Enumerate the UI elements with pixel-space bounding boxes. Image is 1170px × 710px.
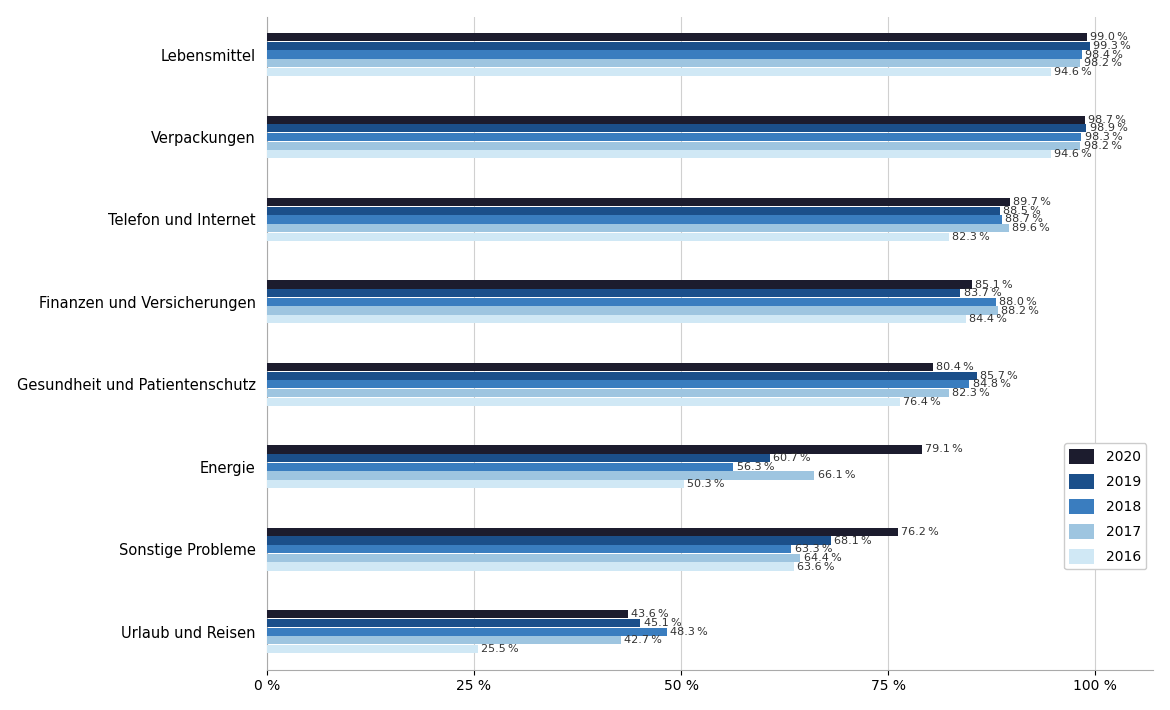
- Text: 89.6 %: 89.6 %: [1012, 223, 1051, 233]
- Bar: [267, 124, 1086, 133]
- Bar: [267, 297, 996, 306]
- Text: 98.4 %: 98.4 %: [1086, 50, 1123, 60]
- Bar: [267, 371, 977, 380]
- Legend: 2020, 2019, 2018, 2017, 2016: 2020, 2019, 2018, 2017, 2016: [1064, 443, 1147, 569]
- Text: 82.3 %: 82.3 %: [952, 231, 990, 242]
- Bar: [267, 198, 1010, 207]
- Text: 79.1 %: 79.1 %: [925, 444, 963, 454]
- Text: 98.2 %: 98.2 %: [1083, 58, 1122, 68]
- Bar: [267, 307, 998, 315]
- Text: 76.2 %: 76.2 %: [901, 527, 940, 537]
- Bar: [267, 628, 667, 636]
- Bar: [267, 42, 1089, 50]
- Bar: [267, 545, 791, 553]
- Text: 63.6 %: 63.6 %: [797, 562, 834, 572]
- Bar: [267, 636, 620, 645]
- Bar: [267, 463, 734, 471]
- Text: 99.3 %: 99.3 %: [1093, 41, 1130, 51]
- Bar: [267, 389, 949, 397]
- Text: 60.7 %: 60.7 %: [773, 453, 811, 463]
- Bar: [267, 471, 814, 479]
- Text: 80.4 %: 80.4 %: [936, 362, 973, 372]
- Bar: [267, 224, 1010, 232]
- Bar: [267, 537, 831, 545]
- Text: 88.5 %: 88.5 %: [1004, 206, 1041, 216]
- Bar: [267, 133, 1081, 141]
- Text: 88.2 %: 88.2 %: [1000, 305, 1039, 315]
- Text: 45.1 %: 45.1 %: [644, 618, 681, 628]
- Text: 83.7 %: 83.7 %: [964, 288, 1002, 298]
- Bar: [267, 289, 961, 297]
- Text: 48.3 %: 48.3 %: [670, 627, 708, 637]
- Text: 94.6 %: 94.6 %: [1054, 67, 1092, 77]
- Bar: [267, 554, 800, 562]
- Text: 56.3 %: 56.3 %: [737, 462, 775, 472]
- Text: 85.7 %: 85.7 %: [980, 371, 1018, 381]
- Text: 25.5 %: 25.5 %: [481, 644, 519, 654]
- Bar: [267, 562, 793, 571]
- Bar: [267, 50, 1082, 59]
- Text: 98.7 %: 98.7 %: [1088, 115, 1126, 125]
- Text: 98.9 %: 98.9 %: [1089, 124, 1128, 133]
- Bar: [267, 116, 1085, 124]
- Text: 84.8 %: 84.8 %: [972, 379, 1011, 389]
- Bar: [267, 215, 1002, 224]
- Text: 68.1 %: 68.1 %: [834, 535, 872, 545]
- Bar: [267, 151, 1051, 158]
- Text: 42.7 %: 42.7 %: [624, 635, 662, 645]
- Text: 66.1 %: 66.1 %: [818, 471, 855, 481]
- Text: 88.0 %: 88.0 %: [999, 297, 1037, 307]
- Text: 84.4 %: 84.4 %: [970, 315, 1007, 324]
- Bar: [267, 33, 1087, 41]
- Bar: [267, 280, 972, 289]
- Text: 98.2 %: 98.2 %: [1083, 141, 1122, 151]
- Bar: [267, 528, 899, 536]
- Text: 63.3 %: 63.3 %: [794, 545, 832, 555]
- Bar: [267, 363, 932, 371]
- Bar: [267, 454, 770, 462]
- Bar: [267, 59, 1080, 67]
- Text: 43.6 %: 43.6 %: [632, 609, 669, 619]
- Bar: [267, 67, 1051, 76]
- Bar: [267, 445, 922, 454]
- Text: 50.3 %: 50.3 %: [687, 479, 724, 489]
- Text: 76.4 %: 76.4 %: [903, 397, 941, 407]
- Bar: [267, 141, 1080, 150]
- Text: 88.7 %: 88.7 %: [1005, 214, 1042, 224]
- Bar: [267, 315, 966, 323]
- Bar: [267, 398, 900, 406]
- Bar: [267, 233, 949, 241]
- Text: 94.6 %: 94.6 %: [1054, 149, 1092, 159]
- Bar: [267, 619, 640, 627]
- Bar: [267, 645, 479, 653]
- Bar: [267, 207, 1000, 215]
- Text: 99.0 %: 99.0 %: [1090, 32, 1128, 43]
- Text: 89.7 %: 89.7 %: [1013, 197, 1051, 207]
- Text: 98.3 %: 98.3 %: [1085, 132, 1122, 142]
- Text: 64.4 %: 64.4 %: [804, 553, 841, 563]
- Text: 85.1 %: 85.1 %: [975, 280, 1013, 290]
- Text: 82.3 %: 82.3 %: [952, 388, 990, 398]
- Bar: [267, 381, 970, 388]
- Bar: [267, 480, 683, 488]
- Bar: [267, 611, 628, 618]
